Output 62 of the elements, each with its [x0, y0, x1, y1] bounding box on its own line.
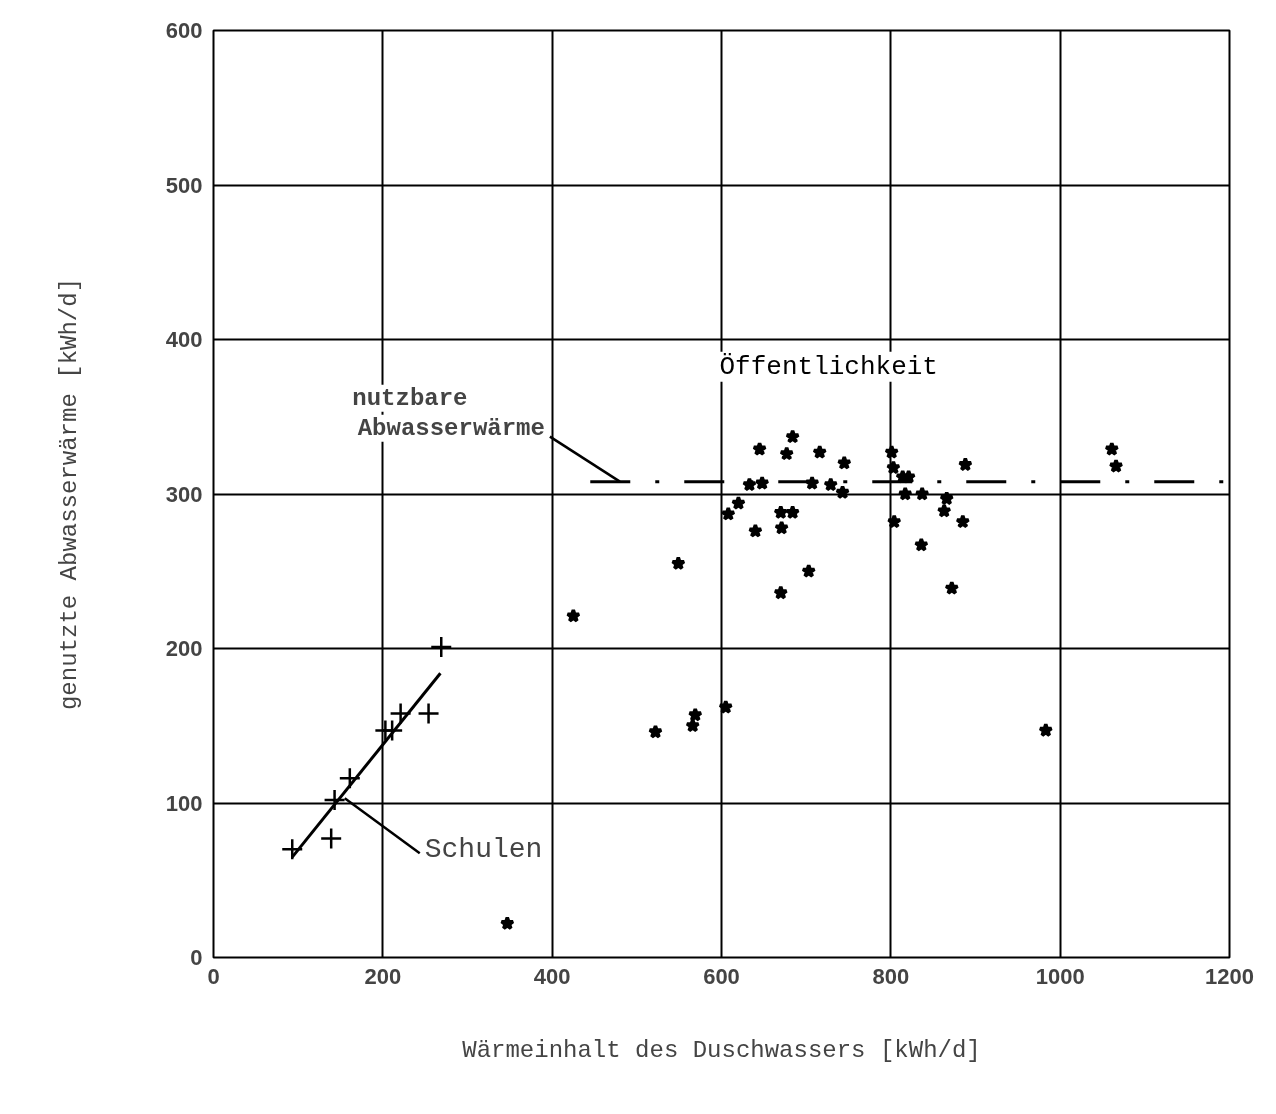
- x-tick-label: 0: [207, 963, 220, 989]
- x-tick-label: 400: [533, 963, 571, 989]
- y-tick-label: 600: [165, 18, 203, 43]
- point: [884, 444, 900, 459]
- point: [944, 580, 960, 595]
- point: [939, 490, 955, 506]
- point: [648, 724, 663, 739]
- point: [747, 523, 763, 538]
- annotation: Schulen: [424, 834, 543, 866]
- point: [754, 475, 770, 490]
- point: [897, 486, 913, 501]
- point: [417, 702, 440, 725]
- point: [730, 495, 746, 510]
- point: [685, 718, 701, 733]
- point: [886, 514, 902, 529]
- point: [773, 504, 789, 520]
- point: [955, 514, 971, 529]
- point: [836, 455, 852, 470]
- y-tick-label: 400: [165, 327, 203, 352]
- point: [823, 476, 839, 492]
- x-axis-title: Wärmeinhalt des Duschwassers [kWh/d]: [462, 1036, 981, 1064]
- y-tick-label: 300: [165, 481, 203, 507]
- text: Öffentlichkeit: [719, 351, 938, 382]
- y-tick-label: 100: [165, 790, 203, 816]
- point: [914, 486, 930, 501]
- point: [565, 608, 581, 623]
- point: [785, 429, 801, 444]
- point: [687, 707, 703, 722]
- point: [670, 555, 686, 571]
- point: [319, 827, 343, 850]
- point: [1038, 722, 1054, 737]
- point: [885, 459, 901, 475]
- point: [779, 446, 795, 461]
- point: [913, 537, 929, 552]
- x-tick-label: 600: [703, 963, 740, 989]
- point: [801, 563, 817, 578]
- annotation: nutzbare Abwasserwärme: [352, 384, 545, 442]
- x-tick-label: 800: [872, 963, 910, 989]
- y-tick-label: 0: [190, 945, 203, 970]
- point: [773, 585, 789, 600]
- y-axis-title: genutzte Abwasserwärme [kWh/d]: [55, 277, 83, 711]
- point: [752, 441, 768, 456]
- x-tick-label: 1200: [1205, 963, 1254, 989]
- point: [835, 484, 851, 500]
- x-tick-label: 1000: [1035, 963, 1085, 989]
- point: [957, 456, 973, 472]
- point: [936, 503, 952, 518]
- point: [1108, 458, 1124, 473]
- point: [1104, 441, 1120, 456]
- point: [720, 506, 736, 521]
- point: [499, 915, 515, 931]
- point: [430, 635, 453, 659]
- point: [718, 699, 734, 714]
- y-tick-label: 500: [165, 172, 203, 198]
- point: [389, 702, 412, 725]
- y-tick-label: 200: [165, 636, 203, 661]
- x-tick-label: 200: [364, 963, 402, 989]
- point: [338, 767, 362, 790]
- point: [785, 504, 801, 520]
- point: [774, 520, 790, 535]
- point: [380, 719, 404, 742]
- point: [812, 444, 828, 459]
